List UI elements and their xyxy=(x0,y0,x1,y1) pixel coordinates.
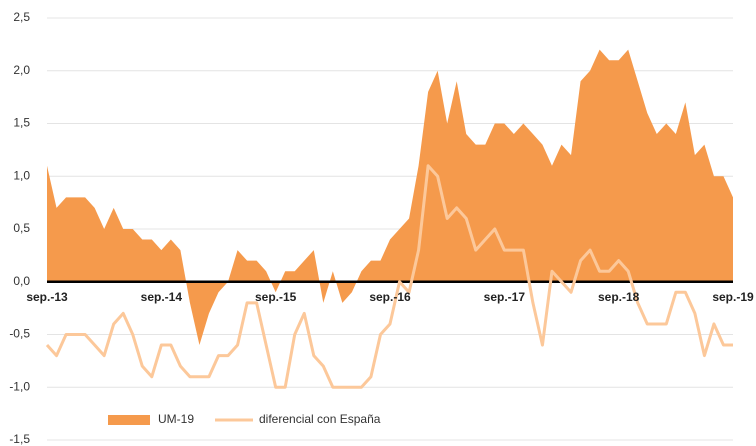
x-tick-label: sep.-17 xyxy=(484,290,526,304)
y-tick-label: 1,5 xyxy=(13,116,30,130)
legend-label: diferencial con España xyxy=(259,412,381,426)
x-tick-label: sep.-18 xyxy=(598,290,640,304)
y-tick-label: -1,0 xyxy=(9,379,30,393)
y-tick-label: -0,5 xyxy=(9,327,30,341)
legend-label: UM-19 xyxy=(158,412,194,426)
x-tick-label: sep.-15 xyxy=(255,290,297,304)
x-tick-label: sep.-13 xyxy=(26,290,68,304)
y-tick-label: 0,5 xyxy=(13,221,30,235)
x-tick-label: sep.-16 xyxy=(369,290,411,304)
y-tick-label: 1,0 xyxy=(13,168,30,182)
y-tick-label: 0,0 xyxy=(13,274,30,288)
line xyxy=(45,164,733,389)
y-tick-label: 2,5 xyxy=(13,10,30,24)
y-tick-label: -1,5 xyxy=(9,432,30,446)
x-tick-label: sep.-19 xyxy=(712,290,754,304)
area xyxy=(47,49,733,346)
y-tick-label: 2,0 xyxy=(13,63,30,77)
legend-swatch xyxy=(108,415,150,425)
x-tick-label: sep.-14 xyxy=(141,290,183,304)
